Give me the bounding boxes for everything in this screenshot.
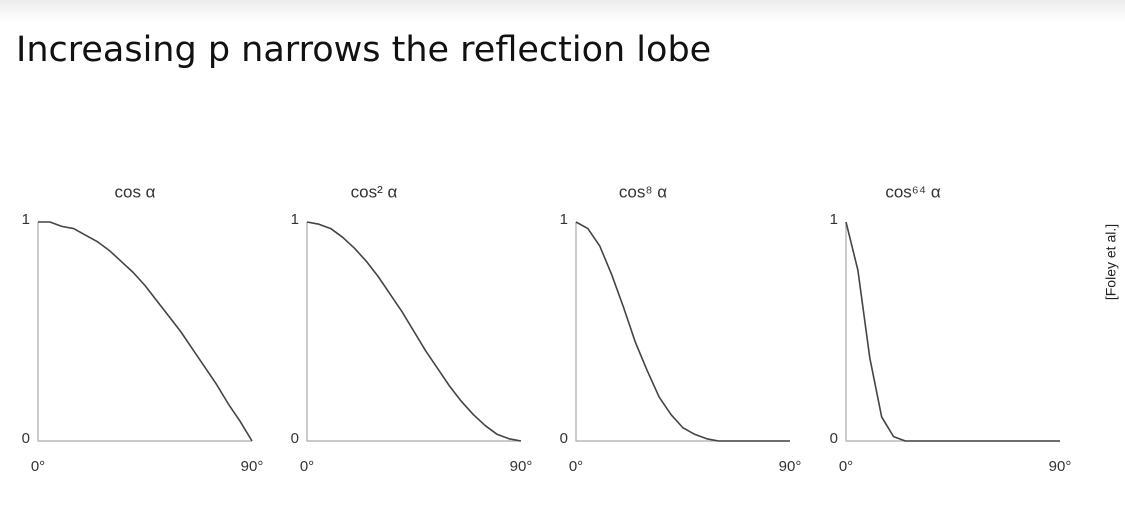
curve: [306, 221, 522, 442]
chart-title: cos⁶⁴ α: [885, 182, 940, 201]
x-tick-label: 90°: [510, 458, 533, 475]
chart-title: cos α: [114, 182, 155, 201]
curve: [575, 221, 790, 442]
axis: [845, 222, 1060, 442]
x-tick-label: 0°: [31, 458, 45, 475]
x-tick-label: 0°: [300, 458, 314, 475]
curve: [845, 221, 1060, 442]
y-tick-label: 0: [291, 430, 299, 447]
x-tick-label: 90°: [779, 458, 802, 475]
axis: [575, 222, 790, 442]
citation: [Foley et al.]: [1103, 224, 1119, 300]
y-tick-label: 1: [830, 211, 838, 228]
x-tick-label: 0°: [569, 458, 583, 475]
top-bar: [0, 0, 1125, 22]
y-tick-label: 0: [22, 430, 30, 447]
y-tick-label: 1: [291, 211, 299, 228]
curve: [38, 221, 253, 442]
y-tick-label: 1: [22, 211, 30, 228]
x-tick-label: 90°: [241, 458, 264, 475]
y-tick-label: 0: [560, 430, 568, 447]
x-tick-label: 90°: [1049, 458, 1072, 475]
y-tick-label: 1: [560, 211, 568, 228]
chart-title: cos² α: [351, 182, 398, 201]
axis: [306, 222, 521, 442]
axis: [37, 222, 252, 442]
chart-title: cos⁸ α: [619, 182, 667, 201]
y-tick-label: 0: [830, 430, 838, 447]
x-tick-label: 0°: [839, 458, 853, 475]
slide-title: Increasing p narrows the reflection lobe: [16, 30, 712, 70]
